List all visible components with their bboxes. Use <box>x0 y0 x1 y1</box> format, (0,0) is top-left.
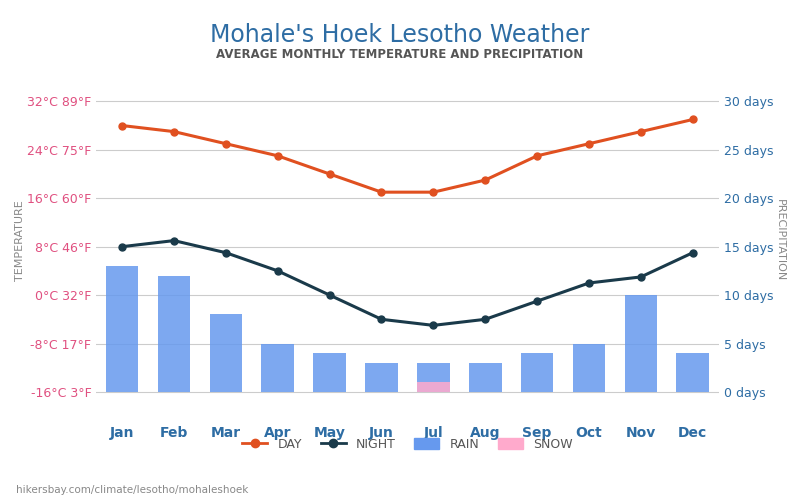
Y-axis label: PRECIPITATION: PRECIPITATION <box>775 200 785 281</box>
DAY <box>169 128 178 134</box>
NIGHT <box>273 268 282 274</box>
Bar <box>677 353 709 392</box>
DAY <box>118 122 127 128</box>
NIGHT <box>481 316 490 322</box>
DAY <box>221 140 230 146</box>
Y-axis label: TEMPERATURE: TEMPERATURE <box>15 200 25 281</box>
NIGHT <box>169 238 178 244</box>
Bar <box>417 382 450 392</box>
Text: hikersbay.com/climate/lesotho/mohaleshoek: hikersbay.com/climate/lesotho/mohaleshoe… <box>16 485 248 495</box>
Bar <box>365 363 398 392</box>
NIGHT <box>636 274 646 280</box>
DAY <box>429 189 438 195</box>
DAY <box>325 171 334 177</box>
NIGHT <box>325 292 334 298</box>
Bar <box>106 266 138 392</box>
DAY <box>481 177 490 183</box>
Text: AVERAGE MONTHLY TEMPERATURE AND PRECIPITATION: AVERAGE MONTHLY TEMPERATURE AND PRECIPIT… <box>216 48 584 60</box>
Line: DAY: DAY <box>118 116 696 196</box>
Bar <box>210 314 242 392</box>
DAY <box>688 116 698 122</box>
Bar <box>262 344 294 392</box>
Text: Mohale's Hoek Lesotho Weather: Mohale's Hoek Lesotho Weather <box>210 22 590 46</box>
NIGHT <box>429 322 438 328</box>
DAY <box>532 153 542 159</box>
DAY <box>636 128 646 134</box>
Legend: DAY, NIGHT, RAIN, SNOW: DAY, NIGHT, RAIN, SNOW <box>238 432 578 456</box>
DAY <box>584 140 594 146</box>
NIGHT <box>377 316 386 322</box>
NIGHT <box>221 250 230 256</box>
NIGHT <box>688 250 698 256</box>
Bar <box>314 353 346 392</box>
NIGHT <box>584 280 594 286</box>
Bar <box>573 344 606 392</box>
DAY <box>377 189 386 195</box>
Bar <box>158 276 190 392</box>
Bar <box>521 353 554 392</box>
Line: NIGHT: NIGHT <box>118 237 696 329</box>
Bar <box>625 295 658 392</box>
NIGHT <box>532 298 542 304</box>
Bar <box>417 363 450 392</box>
Bar <box>469 363 502 392</box>
DAY <box>273 153 282 159</box>
NIGHT <box>118 244 127 250</box>
